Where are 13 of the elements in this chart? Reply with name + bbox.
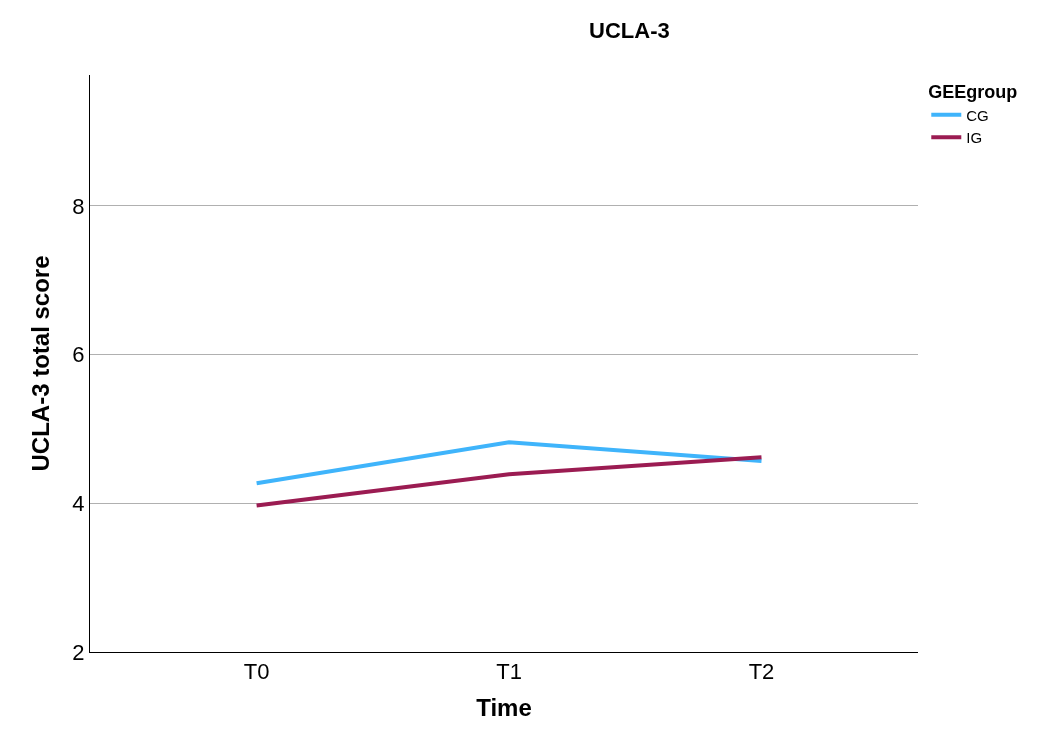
legend-label: CG — [966, 106, 989, 124]
y-tick-label: 6 — [72, 342, 85, 368]
chart-title: UCLA-3 — [589, 17, 670, 43]
y-axis-title: UCLA-3 total score — [27, 255, 55, 472]
legend-title: GEEgroup — [928, 82, 1018, 103]
y-tick-label: 8 — [72, 193, 85, 219]
x-tick-label: T0 — [243, 659, 270, 685]
y-tick-label: 4 — [72, 490, 85, 516]
x-tick-label: T2 — [748, 659, 775, 685]
x-axis-title: Time — [476, 693, 532, 721]
x-tick-label: T1 — [496, 659, 522, 685]
legend-label: IG — [966, 129, 983, 146]
y-tick-label: 2 — [72, 639, 85, 665]
